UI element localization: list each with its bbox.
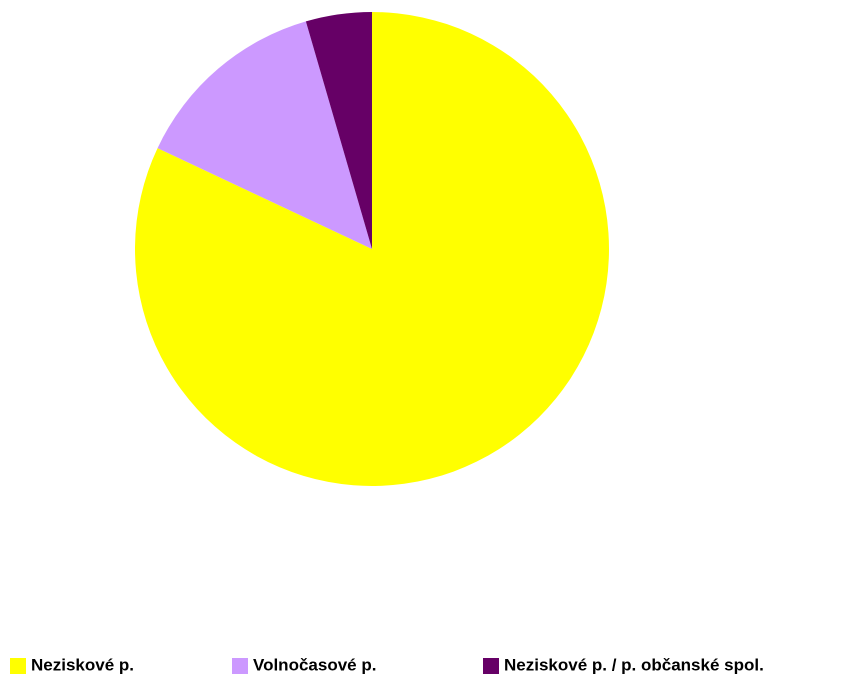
pie-slice (305, 12, 372, 249)
legend-swatch (483, 658, 499, 674)
pie-slice (157, 21, 372, 249)
pie-slice (134, 12, 609, 486)
legend-swatch (10, 658, 26, 674)
legend-swatch (232, 658, 248, 674)
legend-label: Neziskové p. / p. občanské spol. (504, 655, 764, 674)
legend-label: Volnočasové p. (253, 655, 376, 674)
legend-label: Neziskové p. (31, 655, 134, 674)
